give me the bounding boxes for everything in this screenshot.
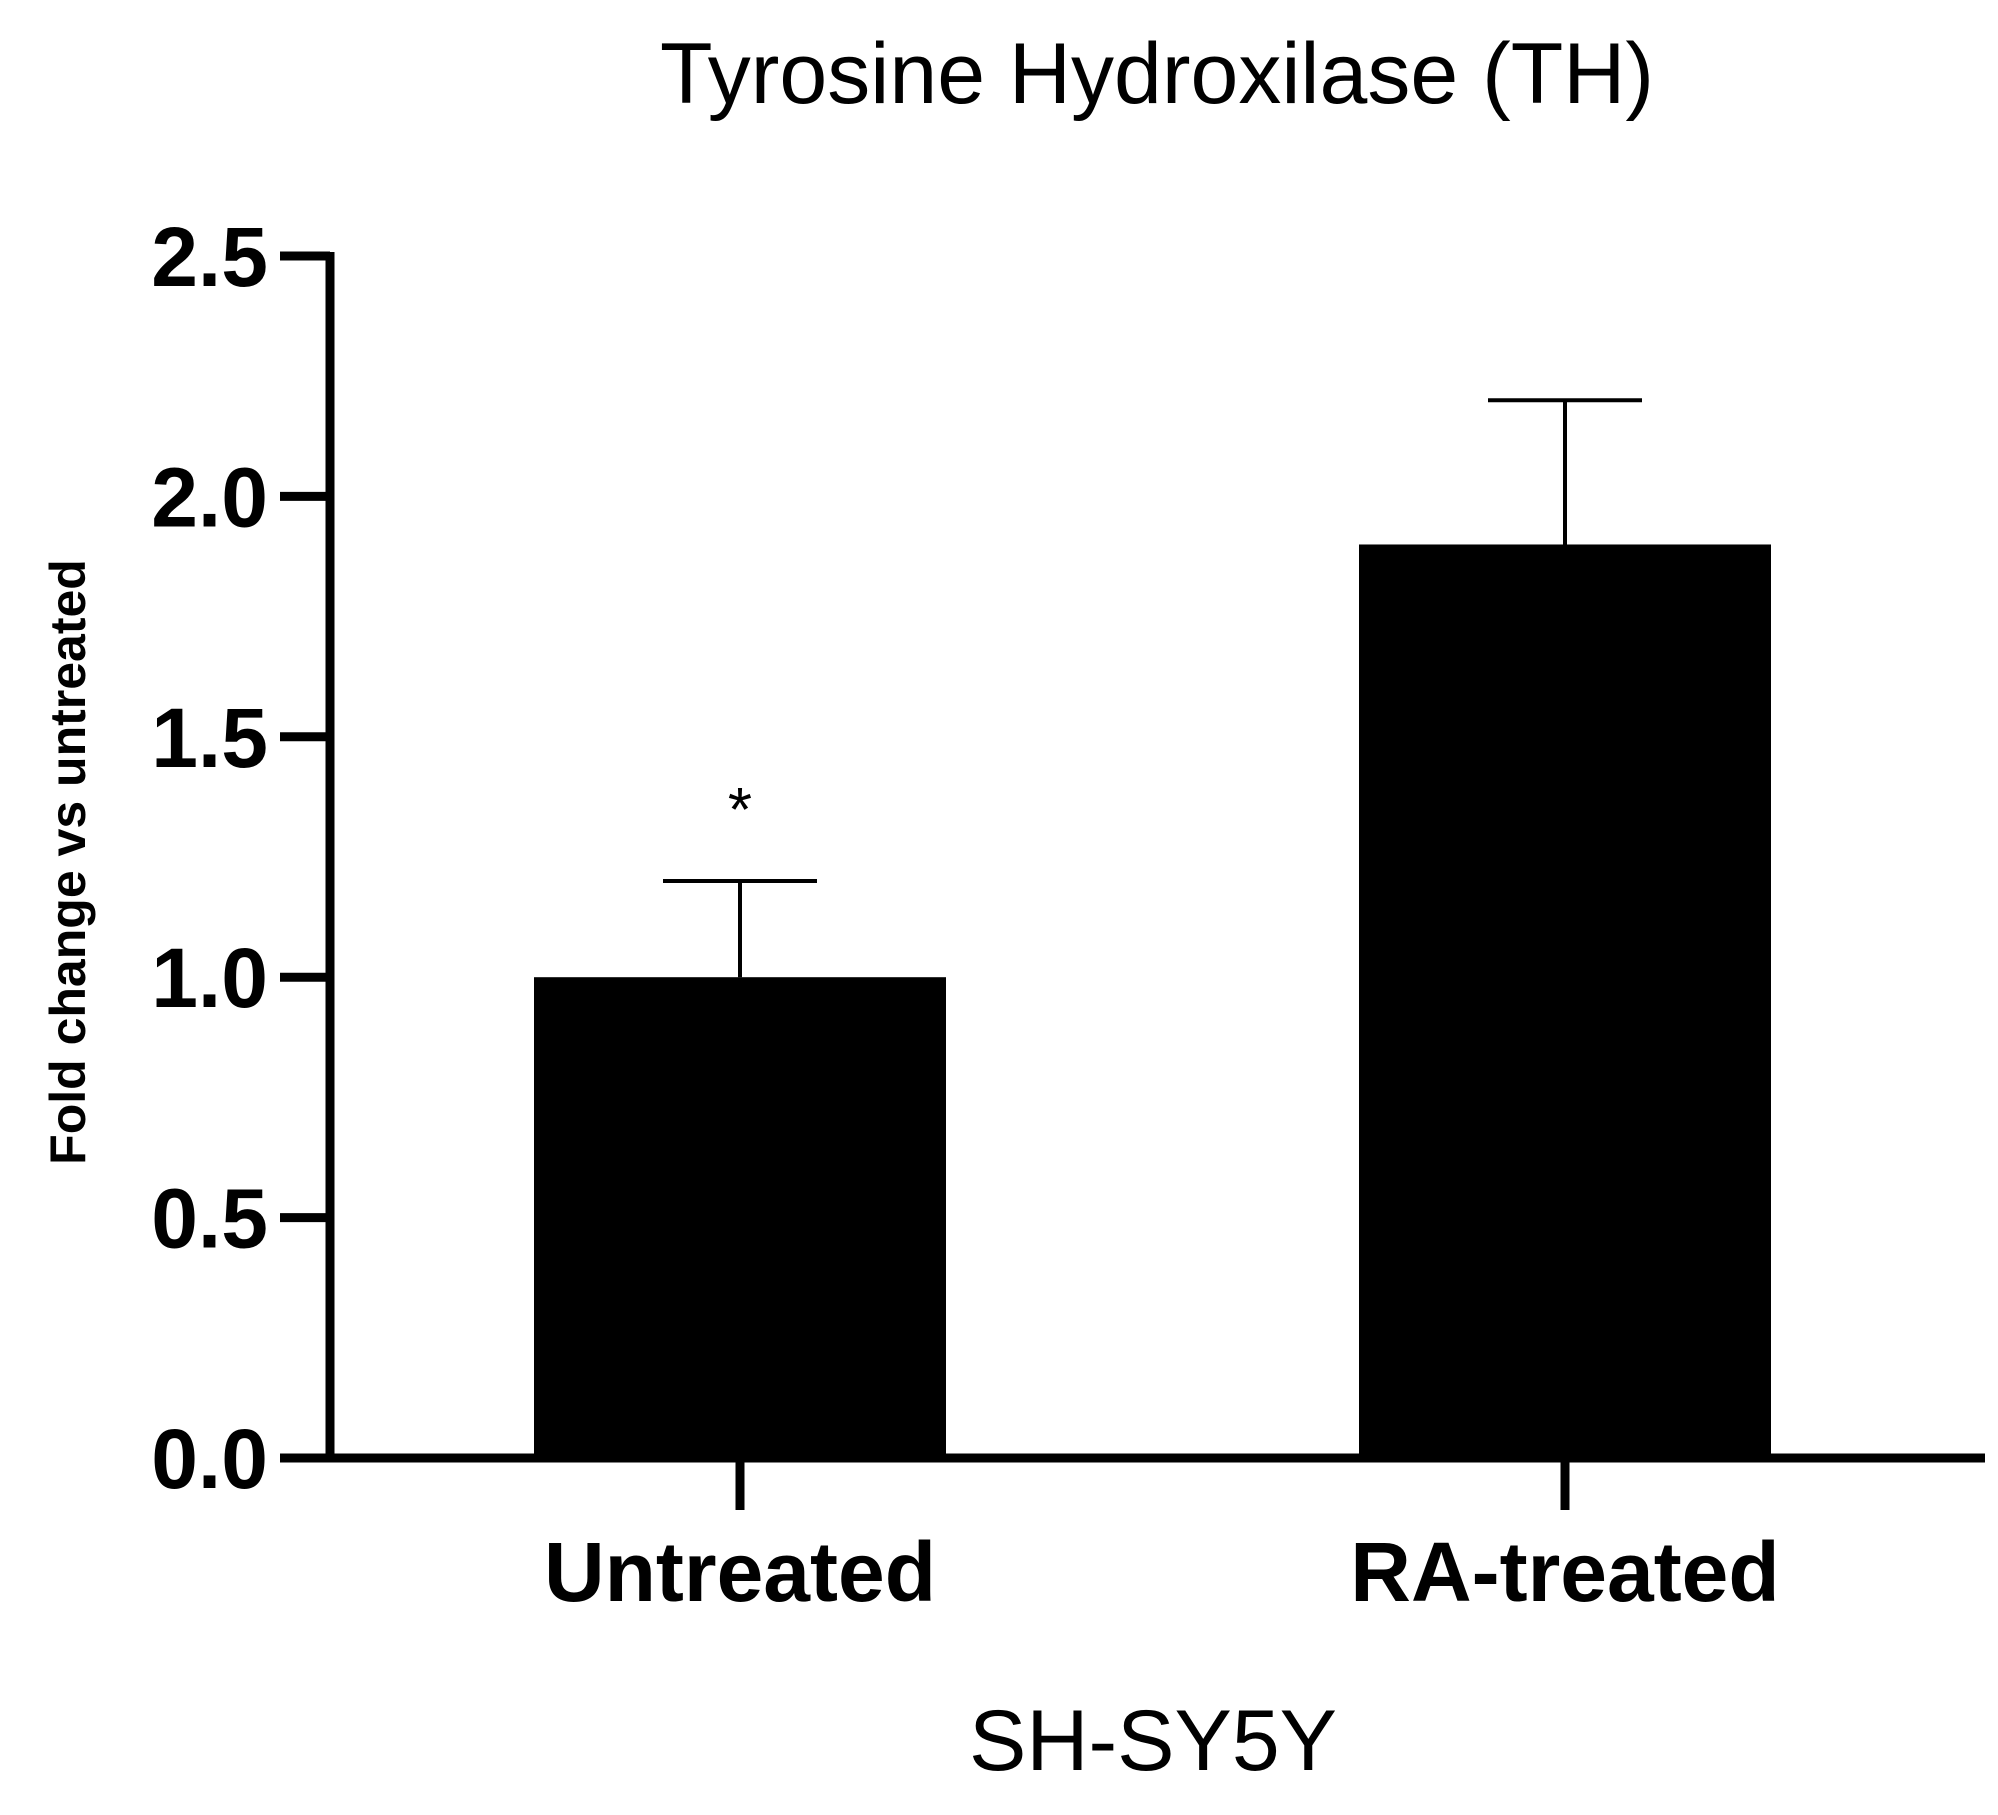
x-axis: Untreated RA-treated xyxy=(280,1453,1985,1619)
y-tick-label: 0.0 xyxy=(151,1412,268,1506)
x-axis-label: SH-SY5Y xyxy=(969,1693,1337,1789)
y-tick-label: 2.5 xyxy=(151,210,268,304)
y-axis: 0.0 0.5 1.0 1.5 2.0 2.5 xyxy=(151,210,335,1506)
chart-title: Tyrosine Hydroxilase (TH) xyxy=(660,26,1654,122)
bars-group xyxy=(534,544,1771,1458)
y-tick-label: 1.0 xyxy=(151,931,268,1025)
annotations-group: * xyxy=(728,776,752,845)
bar-ra-treated xyxy=(1359,544,1771,1458)
bar-untreated xyxy=(534,977,946,1458)
y-axis-label: Fold change vs untreated xyxy=(40,559,96,1165)
x-category-label: RA-treated xyxy=(1350,1525,1779,1619)
y-tick-label: 1.5 xyxy=(151,691,268,785)
error-bars-group xyxy=(663,398,1642,978)
x-category-label: Untreated xyxy=(544,1525,936,1619)
significance-marker: * xyxy=(728,776,752,845)
y-tick-label: 2.0 xyxy=(151,450,268,544)
y-tick-label: 0.5 xyxy=(151,1172,268,1266)
